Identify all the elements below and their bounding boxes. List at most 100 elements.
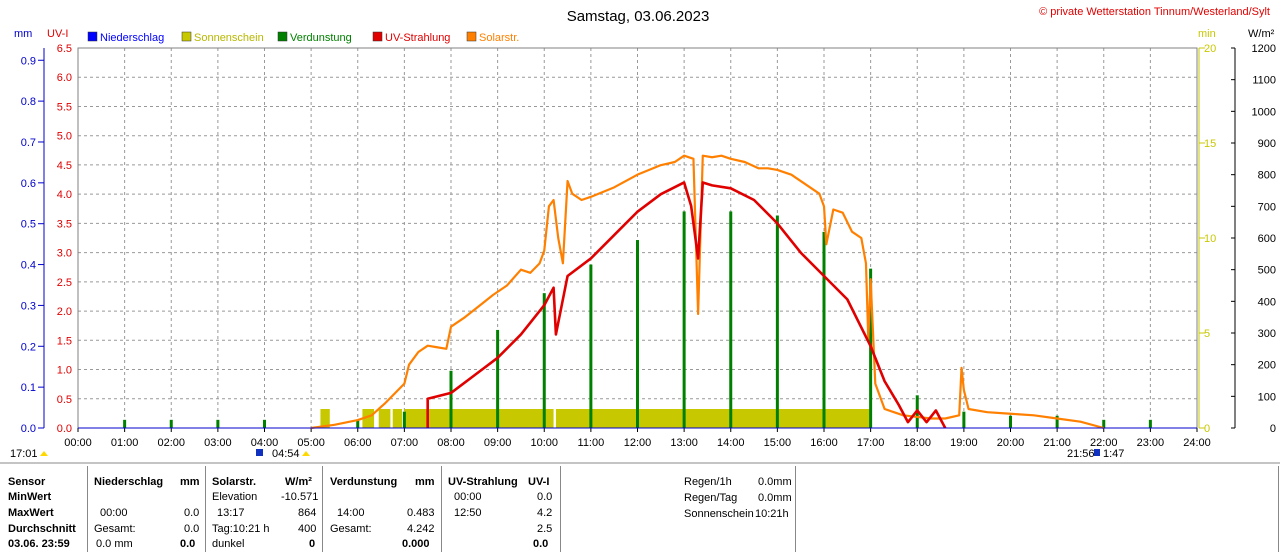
- x-tick-label: 03:00: [204, 437, 232, 449]
- x-tick-label: 06:00: [344, 437, 372, 449]
- solar-dark-label: dunkel: [212, 538, 245, 550]
- min-tick-label: 15: [1204, 138, 1216, 150]
- evaporation-bar: [123, 419, 127, 428]
- solar-max-time: 13:17: [217, 507, 245, 519]
- x-tick-label: 15:00: [764, 437, 792, 449]
- uvi-tick-label: 1.0: [57, 365, 72, 377]
- x-tick-label: 02:00: [157, 437, 185, 449]
- evaporation-bar: [542, 293, 546, 428]
- evaporation-bar: [962, 411, 966, 428]
- solar-avg-val: 400: [298, 523, 317, 535]
- verdunstung-gesamt-label: Gesamt:: [330, 523, 372, 535]
- verdunstung-title: Verdunstung: [330, 476, 398, 488]
- uv-max-time: 12:50: [454, 507, 482, 519]
- x-tick-label: 05:00: [297, 437, 325, 449]
- min-tick-label: 0: [1204, 423, 1210, 435]
- verdunstung-sum-val: 0.000: [402, 538, 430, 550]
- uv-unit: UV-I: [528, 476, 550, 488]
- solar-title: Solarstr.: [212, 476, 257, 488]
- legend-label: UV-Strahlung: [385, 32, 450, 44]
- credit-text: © private Wetterstation Tinnum/Westerlan…: [1039, 6, 1270, 18]
- unit-min-label: min: [1198, 28, 1216, 40]
- min-tick-label: 20: [1204, 43, 1216, 55]
- sun-icon: [40, 451, 48, 456]
- mm-tick-label: 0.5: [21, 219, 36, 231]
- x-tick-label: 11:00: [578, 437, 605, 449]
- evaporation-bar: [1009, 415, 1012, 428]
- mm-tick-label: 0.4: [21, 260, 36, 272]
- mm-tick-label: 0.6: [21, 178, 36, 190]
- uv-min-val: 0.0: [537, 491, 553, 503]
- legend-swatch: [87, 31, 98, 42]
- wm2-tick-label: 500: [1258, 265, 1276, 277]
- solar-line: [310, 154, 1105, 430]
- x-tick-label: 22:00: [1090, 437, 1118, 449]
- x-tick-label: 24:00: [1183, 437, 1211, 449]
- x-tick-label: 01:00: [111, 437, 139, 449]
- legend-swatch: [181, 31, 192, 42]
- sunshine-block: [392, 409, 403, 428]
- wm2-tick-label: 700: [1258, 201, 1276, 213]
- legend-label: Sonnenschein: [194, 32, 264, 44]
- x-tick-label: 08:00: [437, 437, 465, 449]
- min-tick-label: 5: [1204, 328, 1210, 340]
- evaporation-bar: [1102, 419, 1106, 428]
- evaporation-bar: [402, 411, 406, 428]
- x-tick-label: 12:00: [624, 437, 652, 449]
- uv-title: UV-Strahlung: [448, 476, 518, 488]
- x-tick-label: 09:00: [484, 437, 512, 449]
- evaporation-bar: [729, 211, 733, 428]
- max-label: MaxWert: [8, 507, 54, 519]
- unit-wm2-label: W/m²: [1248, 28, 1275, 40]
- wm2-tick-label: 200: [1258, 360, 1276, 372]
- evaporation-bar: [263, 419, 266, 428]
- uvi-tick-label: 5.0: [57, 131, 72, 143]
- legend-swatch: [466, 31, 477, 42]
- uvi-tick-label: 3.0: [57, 248, 72, 260]
- plot-area: [78, 154, 1197, 430]
- wm2-tick-label: 1100: [1252, 75, 1276, 87]
- evaporation-bar: [822, 231, 826, 428]
- niederschlag-title: Niederschlag: [94, 476, 164, 488]
- mm-tick-label: 0.3: [21, 300, 36, 312]
- uvi-tick-label: 4.5: [57, 160, 72, 172]
- wm2-tick-label: 1200: [1252, 43, 1276, 55]
- verdunstung-max-time: 14:00: [337, 507, 365, 519]
- solar-max-val: 864: [298, 507, 317, 519]
- sensor-title: Sensor: [8, 476, 46, 488]
- legend: Niederschlag Sonnenschein Verdunstung UV-St…: [87, 31, 519, 44]
- x-tick-label: 21:00: [1043, 437, 1071, 449]
- sun-icon: [302, 451, 310, 456]
- legend-label: Niederschlag: [100, 32, 164, 44]
- uvi-tick-label: 3.5: [57, 218, 72, 230]
- x-tick-label: 04:00: [251, 437, 279, 449]
- solar-unit: W/m²: [285, 476, 312, 488]
- evaporation-bar: [449, 370, 453, 428]
- mm-tick-label: 0.2: [21, 341, 36, 353]
- avg-label: Durchschnitt: [8, 523, 76, 535]
- uvi-tick-label: 2.5: [57, 277, 72, 289]
- uv-line: [426, 181, 947, 429]
- uv-max-val: 4.2: [537, 507, 553, 519]
- uv-avg-val: 2.5: [537, 523, 553, 535]
- wm2-tick-label: 900: [1258, 138, 1276, 150]
- solar-tag-label: Tag:10:21 h: [212, 523, 270, 535]
- sunset-label: 21:56: [1067, 448, 1095, 460]
- uvi-tick-label: 5.5: [57, 101, 72, 113]
- min-tick-label: 10: [1204, 233, 1216, 245]
- sunset-icon: [1094, 449, 1100, 456]
- rain-1h-label: Regen/1h: [684, 476, 732, 488]
- niederschlag-gesamt-val: 0.0: [184, 523, 200, 535]
- wm2-tick-label: 400: [1258, 296, 1276, 308]
- x-tick-label: 18:00: [903, 437, 931, 449]
- uvi-tick-label: 0.0: [57, 423, 72, 435]
- wm2-tick-label: 300: [1258, 328, 1276, 340]
- x-tick-label: 07:00: [391, 437, 419, 449]
- marker-right-time: 1:47: [1103, 448, 1124, 460]
- wm2-tick-label: 600: [1258, 233, 1276, 245]
- sunrise-label: 04:54: [272, 448, 300, 460]
- mm-tick-label: 0.7: [21, 137, 36, 149]
- niederschlag-max-val: 0.0: [184, 507, 200, 519]
- verdunstung-max-val: 0.483: [407, 507, 435, 519]
- uvi-tick-label: 0.5: [57, 394, 72, 406]
